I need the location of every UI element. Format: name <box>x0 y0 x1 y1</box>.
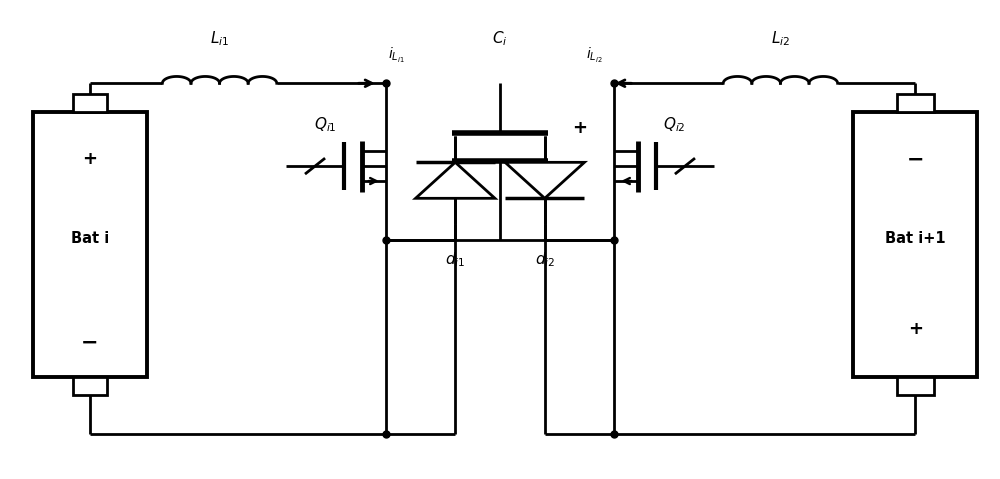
Text: $L_{i1}$: $L_{i1}$ <box>210 29 229 48</box>
Bar <box>33 112 147 377</box>
Text: $Q_{i1}$: $Q_{i1}$ <box>314 115 337 134</box>
Text: Bat i+1: Bat i+1 <box>885 231 945 246</box>
Bar <box>73 377 107 395</box>
Text: $Q_{i2}$: $Q_{i2}$ <box>663 115 686 134</box>
Polygon shape <box>416 162 495 198</box>
Text: $d_{i2}$: $d_{i2}$ <box>535 251 555 269</box>
Text: $C_i$: $C_i$ <box>492 29 508 48</box>
Text: $i_{L_{i2}}$: $i_{L_{i2}}$ <box>586 46 602 65</box>
Text: −: − <box>81 332 99 353</box>
Bar <box>897 94 934 112</box>
Bar <box>853 112 977 377</box>
Text: +: + <box>573 119 588 137</box>
Text: $i_{L_{i1}}$: $i_{L_{i1}}$ <box>388 46 404 65</box>
Bar <box>897 377 934 395</box>
Text: $d_{i1}$: $d_{i1}$ <box>445 251 465 269</box>
Text: +: + <box>908 320 923 338</box>
Text: +: + <box>82 150 97 169</box>
Text: $L_{i2}$: $L_{i2}$ <box>771 29 790 48</box>
Bar <box>73 94 107 112</box>
Polygon shape <box>505 162 584 198</box>
Text: −: − <box>906 149 924 170</box>
Text: Bat i: Bat i <box>71 231 109 246</box>
